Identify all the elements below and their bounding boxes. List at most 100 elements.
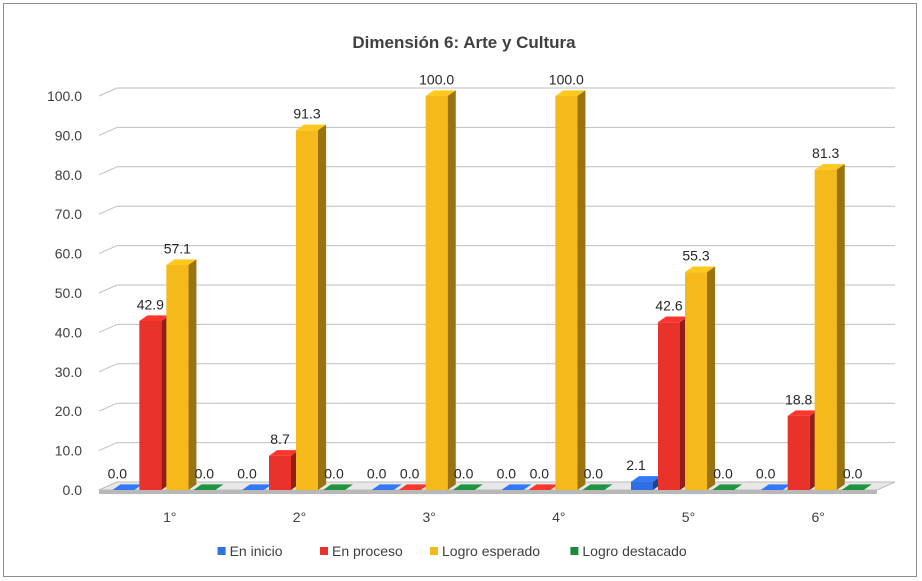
bar-top [139,315,170,321]
gridline-depth [98,166,118,176]
bars [112,90,872,491]
data-label: 2.1 [626,457,646,473]
x-tick-label: 4° [552,509,565,525]
bar-front [269,455,291,490]
bar-side [577,90,586,491]
bar-side [707,266,716,490]
bar-en-proceso [528,484,559,490]
data-label: 0.0 [584,465,604,481]
y-tick-label: 100.0 [47,88,82,104]
y-tick-label: 70.0 [55,206,82,222]
bar-front [139,320,162,490]
data-label: 81.3 [812,145,839,161]
data-label: 91.3 [293,106,320,122]
data-label: 0.0 [454,465,474,481]
bar-top [425,90,456,96]
bar-top [242,484,273,490]
data-label: 0.0 [843,465,863,481]
bar-en-proceso [269,450,300,490]
legend-label: En proceso [332,543,403,559]
data-label: 0.0 [324,465,344,481]
bar-top [112,484,143,490]
bar-front [685,272,707,490]
bar-front [814,169,837,491]
bar-top [814,164,845,170]
x-tick-label: 3° [422,509,435,525]
data-label: 18.8 [785,391,812,407]
gridline-depth [98,402,118,412]
bar-chart: Dimensión 6: Arte y Cultura 0.0 10.0 20.0 3… [47,33,896,559]
bar-logro-destacado [193,484,224,490]
data-label: 0.0 [400,465,420,481]
legend-item-logro-destacado: Logro destacado [570,543,687,559]
gridline-depth [98,323,118,333]
bar-en-inicio [760,484,791,490]
data-label: 42.6 [655,298,682,314]
chart-frame: Dimensión 6: Arte y Cultura 0.0 10.0 20.0 3… [3,3,917,577]
bar-front [296,130,318,490]
gridline-depth [98,205,118,215]
data-label: 42.9 [137,296,164,312]
legend-item-en-inicio: En inicio [217,543,283,559]
bar-logro-esperado [296,124,327,490]
bar-front [555,96,578,490]
bar-logro-destacado [712,484,743,490]
bar-top [452,484,483,490]
chart-title: Dimensión 6: Arte y Cultura [352,33,576,52]
x-tick-label: 6° [811,509,824,525]
data-label: 0.0 [756,465,776,481]
legend-swatch [570,547,579,555]
legend-label: En inicio [230,543,283,559]
legend-swatch [217,547,226,555]
gridline-depth [98,126,118,136]
legend-label: Logro esperado [442,543,540,559]
legend-label: Logro destacado [582,543,687,559]
bar-logro-destacado [841,484,872,490]
y-tick-label: 60.0 [55,246,82,262]
y-tick-label: 30.0 [55,364,82,380]
legend-item-logro-esperado: Logro esperado [430,543,540,559]
gridlines [98,87,895,491]
x-tick-label: 1° [163,509,176,525]
bar-top [323,484,354,490]
x-tick-label: 5° [682,509,695,525]
y-tick-label: 0.0 [63,482,83,498]
bar-en-proceso [787,410,818,490]
data-label: 0.0 [713,465,733,481]
bar-en-inicio [242,484,273,490]
bar-logro-destacado [323,484,354,490]
bar-en-proceso [139,315,170,490]
data-label: 0.0 [237,465,257,481]
bar-logro-esperado [814,164,845,491]
bar-top [841,484,872,490]
floor-front [99,490,877,494]
data-label: 55.3 [682,248,709,264]
y-tick-label: 10.0 [55,443,82,459]
gridline-depth [98,87,118,97]
bar-top [658,316,689,323]
bar-top [685,266,716,273]
data-label: 0.0 [108,465,128,481]
bar-front [787,415,810,490]
bar-en-inicio [501,484,532,490]
bar-top [166,259,197,266]
bar-logro-esperado [166,259,197,490]
bar-logro-esperado [555,90,586,491]
gridline-depth [98,363,118,373]
bar-logro-destacado [582,484,613,490]
bar-side [447,90,456,491]
bar-en-inicio [371,484,402,490]
bar-top [528,484,559,490]
bar-top [582,484,613,490]
bar-side [188,259,197,490]
legend-item-en-proceso: En proceso [320,543,403,559]
data-label: 57.1 [164,240,191,256]
data-label: 0.0 [367,465,387,481]
bar-top [712,484,743,490]
bar-side [836,164,845,490]
data-label: 0.0 [497,465,517,481]
bar-en-proceso [658,316,689,490]
legend: En inicio En proceso Logro esperado Logro d… [217,543,687,559]
bar-en-proceso [398,484,429,490]
bar-top [631,476,662,482]
